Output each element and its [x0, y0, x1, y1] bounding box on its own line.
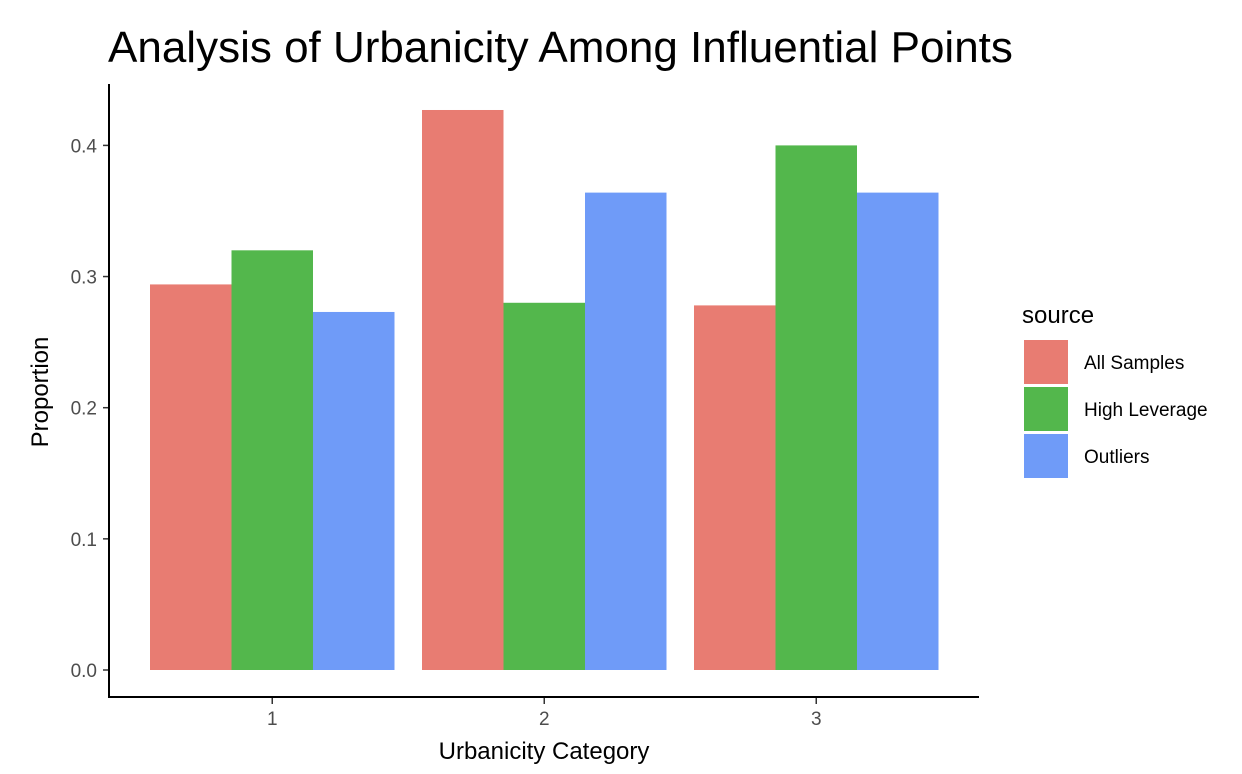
legend-items: All Samples High Leverage Outliers	[1024, 340, 1208, 478]
bar-high-leverage-cat-3	[775, 145, 857, 670]
y-tick-label: 0.2	[71, 399, 97, 420]
x-axis-ticks: 1 2 3	[267, 697, 822, 730]
legend-swatch-high-leverage	[1024, 387, 1068, 431]
bar-outliers-cat-3	[857, 192, 939, 671]
bar-outliers-cat-2	[585, 192, 667, 671]
x-tick-label: 1	[267, 709, 278, 730]
y-tick-label: 0.4	[71, 136, 98, 157]
legend-label-high-leverage: High Leverage	[1084, 400, 1208, 421]
x-axis-title: Urbanicity Category	[439, 738, 650, 765]
y-tick-label: 0.3	[71, 268, 97, 289]
y-axis-title: Proportion	[27, 337, 54, 448]
bars-group	[150, 109, 939, 671]
x-tick-label: 3	[811, 709, 822, 730]
bar-outliers-cat-1	[313, 311, 395, 670]
legend-swatch-all-samples	[1024, 340, 1068, 384]
bar-high-leverage-cat-2	[503, 302, 585, 670]
legend-label-outliers: Outliers	[1084, 447, 1149, 468]
legend-swatch-outliers	[1024, 434, 1068, 478]
x-tick-label: 2	[539, 709, 550, 730]
legend: source All Samples High Leverage Outliers	[1022, 302, 1208, 478]
y-axis-ticks: 0.0 0.1 0.2 0.3 0.4	[71, 136, 109, 682]
legend-title: source	[1022, 302, 1094, 329]
bar-all-samples-cat-2	[422, 109, 504, 671]
bar-all-samples-cat-1	[150, 284, 232, 670]
bar-high-leverage-cat-1	[231, 250, 313, 670]
chart-title: Analysis of Urbanicity Among Influential…	[108, 23, 1013, 72]
bar-all-samples-cat-3	[694, 305, 776, 670]
y-tick-label: 0.0	[71, 661, 97, 682]
legend-label-all-samples: All Samples	[1084, 353, 1184, 374]
y-tick-label: 0.1	[71, 530, 97, 551]
